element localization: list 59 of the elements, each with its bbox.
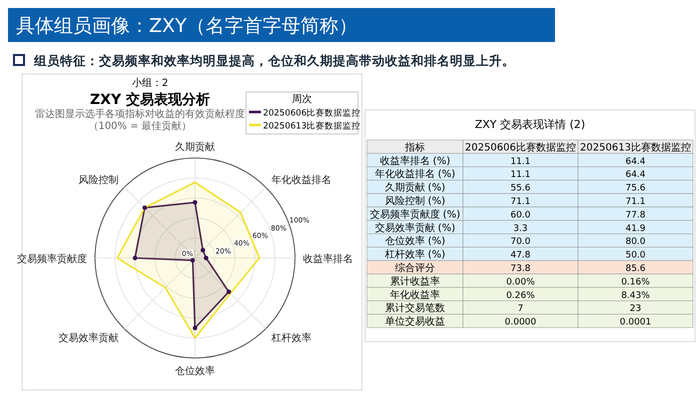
text: 75.6	[625, 184, 646, 194]
category-label: 累计交易笔数	[385, 303, 445, 314]
text: 71.1	[625, 197, 646, 207]
text: 组员特征：交易频率和效率均明显提高，仓位和久期提高带动收益和排名明显上升。	[33, 53, 515, 68]
text: 64.4	[625, 156, 646, 167]
text: 11.1	[510, 170, 531, 180]
category-label: 20250606比赛数据监控	[465, 141, 576, 154]
text: 41.9	[625, 224, 646, 234]
chart-title: ZXY 交易表现分析	[90, 91, 210, 108]
legend-label: 20250606比赛数据监控	[263, 108, 361, 118]
text: 0.26%	[506, 290, 535, 301]
category-label: 单位交易收益	[385, 316, 445, 328]
text: 85.6	[625, 264, 646, 274]
text: 0.0001	[620, 318, 652, 328]
legend-title: 周次	[292, 94, 312, 105]
text: 小组：2	[132, 77, 168, 89]
text: 73.8	[510, 264, 531, 274]
category-label: 交易效率贡献 (%)	[374, 222, 456, 234]
text: 8.43%	[621, 290, 650, 301]
text: 0.00%	[506, 277, 535, 288]
text: 50.0	[625, 250, 646, 261]
spoke-label: 交易频率贡献度	[17, 253, 87, 265]
text: 47.8	[510, 250, 531, 261]
category-label: 仓位效率 (%)	[384, 236, 446, 248]
spoke-label: 风险控制	[78, 174, 119, 186]
category-label: 久期贡献 (%)	[384, 182, 446, 194]
spoke-label: 仓位效率	[175, 365, 215, 377]
spoke-label: 久期贡献	[175, 141, 215, 153]
category-label: 20250613比赛数据监控	[580, 141, 691, 154]
text: 11.1	[510, 156, 531, 167]
spoke-label: 收益率排名	[303, 253, 353, 265]
category-label: 杠杆效率 (%)	[384, 250, 446, 261]
category-label: 年化收益排名 (%)	[374, 169, 456, 180]
text: 7	[518, 304, 524, 314]
spoke-label: 年化收益排名	[271, 174, 332, 186]
category-label: 指标	[404, 141, 425, 154]
category-label: 累计收益率	[390, 276, 440, 288]
text: 雷达图显示选手各项指标对收益的有效贡献程度（100% = 最佳贡献）	[35, 108, 245, 132]
text: 0.16%	[621, 277, 650, 288]
text: 70.0	[510, 237, 531, 248]
text: 77.8	[625, 210, 646, 220]
spoke-label: 交易效率贡献	[58, 332, 119, 344]
category-label: 年化收益率	[390, 290, 440, 301]
text: 0.0000	[504, 318, 536, 328]
text: 具体组员画像：ZXY（名字首字母简称）	[16, 15, 358, 37]
text: 71.1	[510, 197, 531, 207]
text: 80.0	[625, 237, 646, 248]
category-label: 综合评分	[395, 263, 435, 274]
text: 64.4	[625, 170, 646, 180]
category-label: 交易频率贡献度 (%)	[370, 209, 460, 220]
category-label: 风险控制 (%)	[384, 196, 446, 207]
category-label: 收益率排名 (%)	[380, 156, 450, 167]
text: 3.3	[513, 224, 528, 234]
text: 60.0	[510, 210, 531, 220]
text: 55.6	[510, 184, 531, 194]
text: ZXY 交易表现详情 (2)	[474, 118, 586, 131]
legend-label: 20250613比赛数据监控	[263, 120, 361, 132]
spoke-label: 杠杆效率	[270, 332, 312, 344]
text: 23	[630, 304, 642, 314]
